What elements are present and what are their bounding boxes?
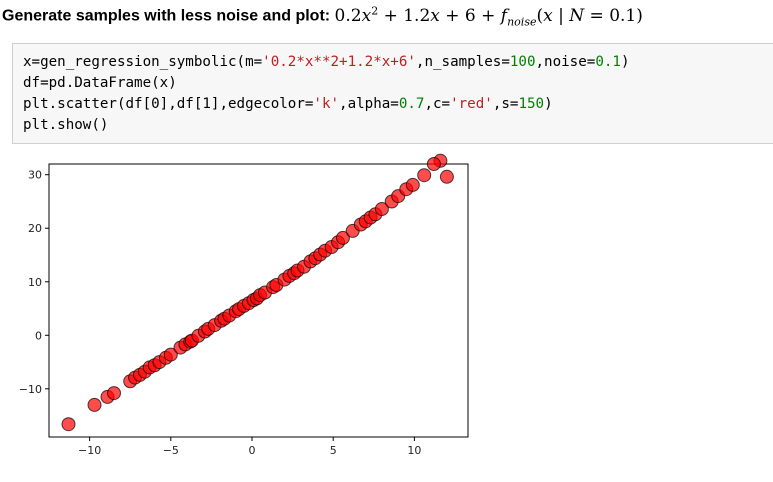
x-tick-label: −5 bbox=[163, 444, 179, 457]
code-cell[interactable]: x=gen_regression_symbolic(m='0.2*x**2+1.… bbox=[12, 43, 773, 144]
code-line-4: plt.show() bbox=[23, 117, 109, 133]
scatter-point-0 bbox=[61, 417, 76, 432]
scatter-point-59 bbox=[426, 157, 441, 171]
scatter-point-1 bbox=[87, 397, 102, 412]
y-tick-label: −10 bbox=[19, 383, 42, 396]
heading-formula: 0.2x2 + 1.2x + 6 + fnoise(x | N = 0.1) bbox=[334, 4, 643, 29]
y-tick-label: 10 bbox=[28, 276, 42, 289]
scatter-point-56 bbox=[417, 168, 432, 183]
x-tick-label: 0 bbox=[249, 444, 256, 457]
code-line-2: df=pd.DataFrame(x) bbox=[23, 75, 177, 91]
code-editor[interactable]: x=gen_regression_symbolic(m='0.2*x**2+1.… bbox=[23, 52, 629, 136]
x-tick-label: 5 bbox=[330, 444, 337, 457]
scatter-point-58 bbox=[439, 169, 454, 184]
data-points bbox=[61, 153, 454, 432]
code-line-3: plt.scatter(df[0],df[1],edgecolor='k',al… bbox=[23, 96, 553, 112]
code-line-1: x=gen_regression_symbolic(m='0.2*x**2+1.… bbox=[23, 54, 630, 70]
scatter-point-12 bbox=[163, 347, 178, 362]
scatter-point-55 bbox=[405, 177, 420, 192]
y-tick-label: 20 bbox=[28, 222, 42, 235]
x-axis-ticks: −10 −5 0 5 10 bbox=[78, 437, 421, 457]
y-axis-ticks: −10 0 10 20 30 bbox=[19, 169, 49, 396]
x-tick-label: −10 bbox=[78, 444, 101, 457]
section-heading: Generate samples with less noise and plo… bbox=[2, 0, 643, 28]
x-tick-label: 10 bbox=[407, 444, 421, 457]
y-tick-label: 0 bbox=[35, 329, 42, 342]
scatter-point-45 bbox=[335, 230, 350, 245]
heading-text: Generate samples with less noise and plo… bbox=[2, 7, 335, 25]
scatter-point-3 bbox=[107, 386, 121, 401]
scatter-plot: −10 −5 0 5 10 −10 0 10 20 30 bbox=[19, 153, 469, 457]
cell-output: −10 −5 0 5 10 −10 0 10 20 30 bbox=[0, 150, 773, 478]
y-tick-label: 30 bbox=[28, 169, 42, 182]
scatter-point-51 bbox=[374, 202, 389, 216]
